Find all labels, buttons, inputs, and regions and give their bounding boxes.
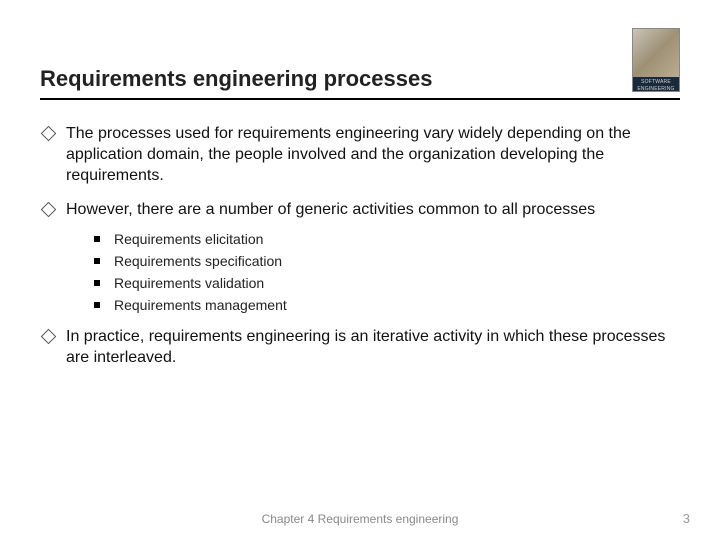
diamond-bullet-icon [42, 127, 54, 139]
bullet-item: However, there are a number of generic a… [40, 200, 680, 221]
sub-bullet-item: Requirements elicitation [94, 231, 680, 247]
square-bullet-icon [94, 258, 100, 264]
square-bullet-icon [94, 280, 100, 286]
diamond-bullet-icon [42, 330, 54, 342]
bullet-text: In practice, requirements engineering is… [66, 327, 680, 369]
bullet-text: However, there are a number of generic a… [66, 200, 595, 221]
sub-bullet-text: Requirements specification [114, 253, 282, 269]
bullet-text: The processes used for requirements engi… [66, 124, 680, 186]
page-number: 3 [683, 511, 690, 526]
bullet-item: In practice, requirements engineering is… [40, 327, 680, 369]
slide-body: The processes used for requirements engi… [40, 100, 680, 369]
slide-footer: Chapter 4 Requirements engineering [0, 512, 720, 526]
sub-bullet-item: Requirements management [94, 297, 680, 313]
square-bullet-icon [94, 302, 100, 308]
sub-bullet-text: Requirements validation [114, 275, 264, 291]
bullet-item: The processes used for requirements engi… [40, 124, 680, 186]
sub-bullet-list: Requirements elicitation Requirements sp… [94, 231, 680, 313]
square-bullet-icon [94, 236, 100, 242]
sub-bullet-item: Requirements specification [94, 253, 680, 269]
sub-bullet-item: Requirements validation [94, 275, 680, 291]
slide: Requirements engineering processes SOFTW… [0, 0, 720, 540]
sub-bullet-text: Requirements management [114, 297, 287, 313]
sub-bullet-text: Requirements elicitation [114, 231, 263, 247]
book-cover-label: SOFTWARE ENGINEERING [633, 77, 679, 91]
book-cover-image [633, 29, 679, 77]
book-cover-thumbnail: SOFTWARE ENGINEERING [632, 28, 680, 92]
slide-title: Requirements engineering processes [40, 66, 432, 92]
slide-header: Requirements engineering processes SOFTW… [40, 28, 680, 100]
diamond-bullet-icon [42, 203, 54, 215]
